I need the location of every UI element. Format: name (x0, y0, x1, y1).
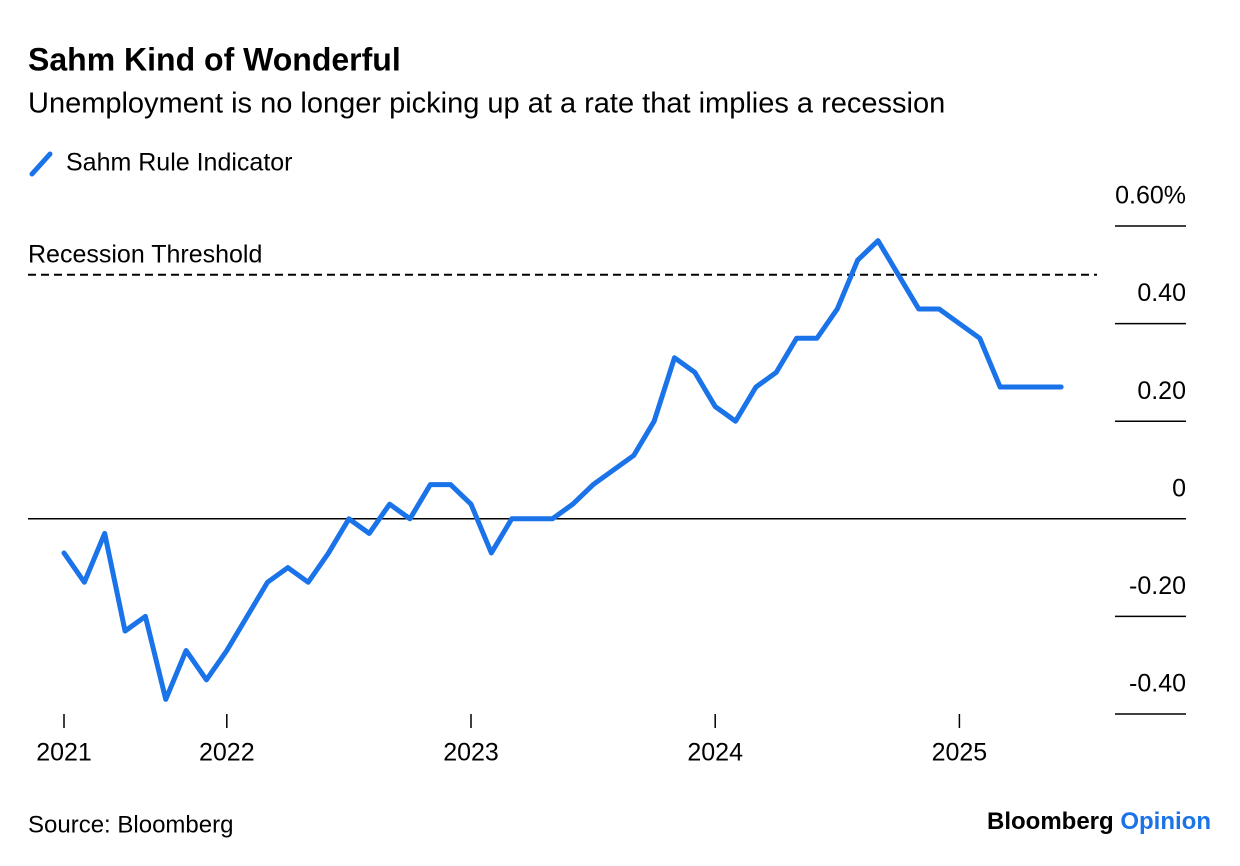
source: Source: Bloomberg (28, 811, 233, 838)
y-tick-label: 0.60% (1115, 182, 1186, 210)
y-tick-label: -0.20 (1129, 572, 1186, 600)
data-line (61, 238, 1064, 702)
x-tick-label: 2024 (687, 739, 743, 767)
x-tick-label: 2022 (199, 739, 255, 767)
y-tick-label: 0 (1172, 474, 1186, 502)
y-tick-label: -0.40 (1129, 670, 1186, 698)
brand-sub: Opinion (1120, 808, 1211, 835)
x-tick-label: 2023 (443, 739, 499, 767)
chart-title: Sahm Kind of Wonderful (28, 41, 401, 77)
x-tick-label: 2021 (36, 739, 92, 767)
legend-label: Sahm Rule Indicator (66, 149, 293, 177)
x-tick-label: 2025 (932, 739, 988, 767)
legend-swatch (29, 151, 53, 177)
brand: Bloomberg Opinion (987, 808, 1211, 835)
y-tick-label: 0.40 (1137, 279, 1186, 307)
y-tick-label: 0.20 (1137, 377, 1186, 405)
threshold-label: Recession Threshold (28, 240, 262, 268)
brand-main: Bloomberg (987, 808, 1114, 835)
chart-subtitle: Unemployment is no longer picking up at … (28, 88, 945, 120)
